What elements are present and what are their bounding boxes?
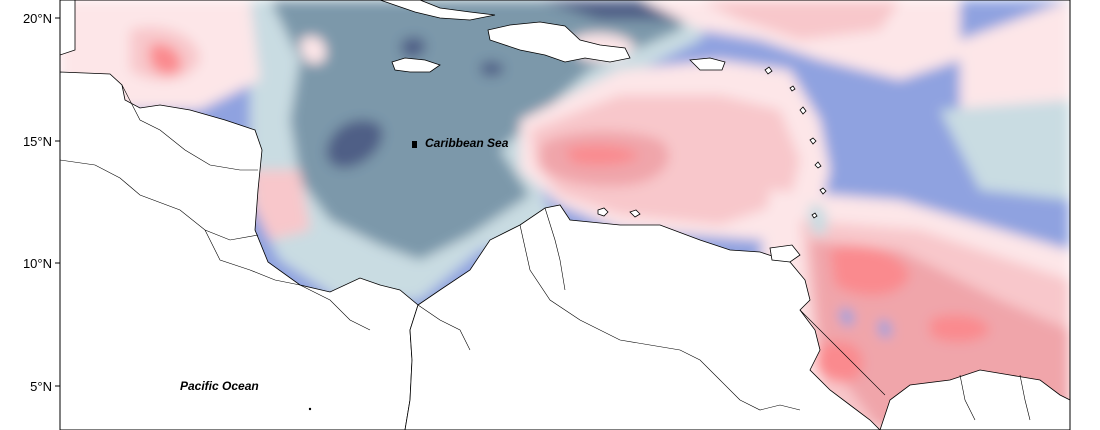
lat-label-5: 5°N (30, 379, 52, 394)
caribbean-sea-marker (412, 141, 417, 148)
trinidad-landmass (769, 244, 801, 263)
aruba-landmass (597, 207, 609, 217)
puerto-rico-landmass (689, 57, 726, 71)
hispaniola-landmass (487, 21, 631, 63)
pacific-ocean-label: Pacific Ocean (180, 379, 259, 393)
cuba-landmass (379, 0, 496, 21)
country-borders (60, 84, 1031, 421)
curacao-landmass (629, 209, 641, 218)
right-margin (1071, 0, 1100, 430)
lat-label-20: 20°N (23, 11, 52, 26)
guianas-landmass (879, 369, 1070, 430)
yucatan-landmass (60, 0, 76, 56)
jamaica-landmass (391, 57, 441, 73)
land-masses (60, 0, 1070, 430)
lat-label-15: 15°N (23, 134, 52, 149)
lat-label-10: 10°N (23, 256, 52, 271)
south-america-landmass (404, 204, 881, 430)
latitude-axis: 20°N 15°N 10°N 5°N (23, 11, 60, 394)
pacific-marker (308, 407, 312, 411)
plot-border (59, 0, 1071, 430)
caribbean-sea-label: Caribbean Sea (425, 136, 509, 150)
lesser-antilles (764, 66, 827, 219)
map-panel: Caribbean Sea Pacific Ocean (60, 0, 1070, 430)
